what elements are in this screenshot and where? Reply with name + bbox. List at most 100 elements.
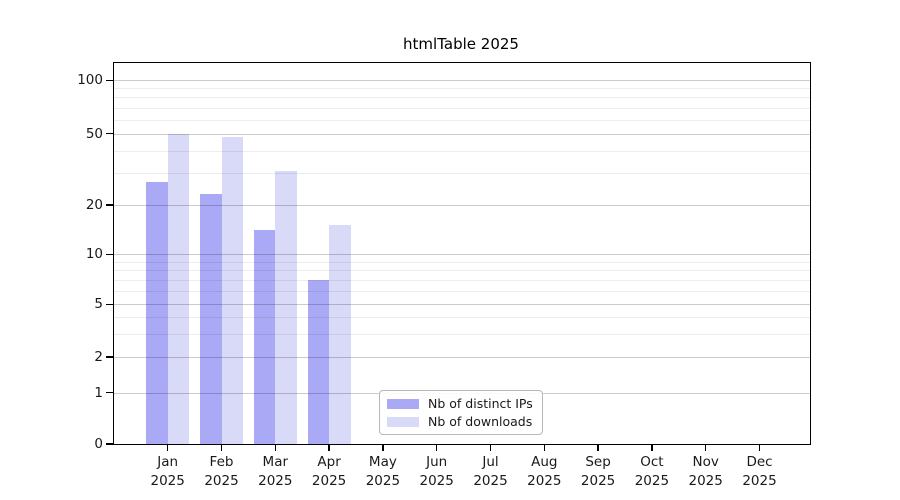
gridline-minor-9 [114,261,810,263]
y-tick-mark-2 [106,356,113,358]
bar-apr-nb-of-distinct-ips [307,280,330,444]
y-tick-label-5: 5 [94,296,103,313]
y-tick-mark-0 [106,443,113,445]
bars-layer [114,63,810,444]
y-tick-mark-5 [106,303,113,305]
x-tick-year: 2025 [311,472,347,489]
gridline-minor-60 [114,119,810,121]
gridline-minor-70 [114,107,810,109]
x-tick-mark-may [382,444,384,451]
x-tick-month: Nov [692,454,719,470]
gridline-major-50 [114,133,810,135]
gridline-minor-6 [114,291,810,293]
x-tick-label-jan: Jan 2025 [140,453,196,490]
gridline-major-5 [114,304,810,306]
gridline-major-20 [114,204,810,206]
bar-feb-nb-of-downloads [221,136,243,444]
x-tick-mark-oct [651,444,653,451]
x-tick-label-apr: Apr 2025 [301,453,357,490]
gridline-minor-90 [114,88,810,90]
bar-mar-nb-of-distinct-ips [253,230,276,444]
x-tick-mark-jul [489,444,492,451]
y-tick-mark-20 [106,204,113,206]
x-tick-mark-jun [436,444,438,451]
x-tick-month: Mar [262,454,289,470]
x-tick-month: Dec [746,454,773,470]
x-tick-year: 2025 [634,472,670,489]
legend-label: Nb of downloads [428,414,533,429]
x-tick-month: Jul [482,454,499,470]
x-tick-year: 2025 [204,472,239,489]
bar-jan-nb-of-distinct-ips [146,181,168,444]
x-tick-label-nov: Nov 2025 [678,453,734,490]
x-tick-label-dec: Dec 2025 [732,453,788,490]
gridline-minor-80 [114,97,810,99]
x-tick-label-feb: Feb 2025 [194,453,250,490]
y-tick-mark-1 [106,392,113,394]
y-tick-label-100: 100 [77,72,103,89]
bar-mar-nb-of-downloads [275,170,297,444]
gridline-minor-3 [114,333,810,335]
x-tick-mark-apr [328,444,330,451]
x-tick-year: 2025 [365,472,401,489]
x-tick-label-jul: Jul 2025 [463,453,519,490]
x-tick-label-sep: Sep 2025 [570,453,626,490]
x-tick-year: 2025 [419,472,454,489]
gridline-major-10 [114,254,810,256]
x-tick-year: 2025 [742,472,777,489]
x-tick-month: Jun [426,454,448,470]
plot-area: 0 1 2 5 10 20 50 100 Jan 2025 Feb 2025 Mar 2025 Apr 20… [77,62,811,489]
x-tick-mark-jan [167,444,169,451]
bar-apr-nb-of-downloads [329,225,351,444]
bar-jan-nb-of-downloads [167,133,190,444]
x-tick-month: May [368,454,397,470]
x-tick-mark-dec [758,444,761,451]
x-tick-year: 2025 [258,472,293,489]
x-tick-month: Feb [209,454,234,470]
x-tick-mark-mar [274,444,276,451]
x-tick-month: Apr [317,454,341,470]
legend-label: Nb of distinct IPs [428,396,533,411]
gridline-minor-8 [114,270,810,272]
y-tick-label-2: 2 [94,349,103,365]
gridline-major-100 [114,80,810,82]
gridline-minor-40 [114,151,810,153]
legend-item-nb-of-distinct-ips: Nb of distinct IPs [387,396,533,411]
x-tick-label-jun: Jun 2025 [409,453,465,490]
x-tick-year: 2025 [527,472,562,489]
x-tick-year: 2025 [473,472,508,489]
x-tick-month: Aug [531,454,558,470]
y-tick-mark-100 [106,79,113,81]
x-tick-label-oct: Oct 2025 [624,453,680,490]
legend-swatch-icon [387,416,419,427]
x-tick-year: 2025 [688,472,723,489]
y-tick-mark-50 [106,133,113,135]
chart-title: htmlTable 2025 [403,35,519,53]
x-tick-label-mar: Mar 2025 [247,453,303,490]
gridline-major-2 [114,357,810,358]
x-tick-mark-aug [543,444,545,451]
gridline-minor-4 [114,317,810,319]
x-tick-month: Oct [640,454,664,470]
y-tick-mark-10 [106,253,113,255]
x-tick-year: 2025 [580,472,616,489]
legend: Nb of distinct IPs Nb of downloads [379,390,543,435]
y-tick-label-20: 20 [85,196,103,213]
y-tick-label-50: 50 [85,125,103,142]
y-axis: 0 1 2 5 10 20 50 100 [77,63,810,452]
x-tick-year: 2025 [150,472,185,489]
x-tick-mark-feb [220,444,223,451]
x-tick-mark-sep [597,444,599,451]
legend-swatch-icon [387,398,419,409]
legend-item-nb-of-downloads: Nb of downloads [387,414,533,429]
y-tick-label-1: 1 [94,384,103,401]
y-tick-label-0: 0 [94,436,103,452]
gridline-minor-30 [114,173,810,175]
x-tick-month: Sep [585,454,611,470]
x-tick-label-may: May 2025 [355,453,411,490]
x-tick-mark-nov [705,444,707,451]
x-tick-label-aug: Aug 2025 [516,453,572,490]
gridline-minor-7 [114,280,810,282]
x-tick-month: Jan [157,454,179,470]
